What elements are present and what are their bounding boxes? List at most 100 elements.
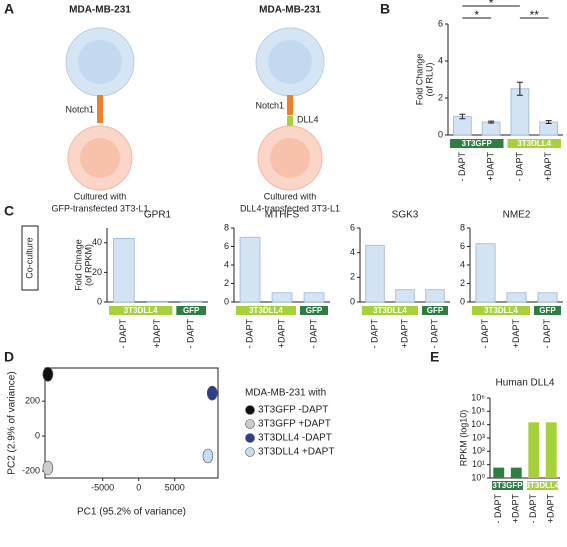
y-tick-label: 0 [97,296,102,306]
caption: Cultured with [74,191,127,201]
point [42,460,54,476]
y-tick-label: 6 [438,18,443,28]
bar [537,292,558,303]
group-label: GFP [306,306,323,315]
bar [528,422,540,478]
group-label: 3T3DLL4 [484,306,518,315]
chart-title: GPR1 [144,210,172,221]
nucleus [270,138,310,178]
x-tick-label: - DAPT [186,319,196,349]
y-axis-label: PC2 (2.9% of variance) [7,371,18,474]
y-tick-label: 4 [224,259,229,269]
legend-marker [245,419,255,429]
x-tick-label: +DAPT [546,494,556,524]
receptor-label: Notch1 [65,104,94,114]
group-box [176,306,206,315]
bar [493,467,505,478]
x-tick-label: - DAPT [514,152,524,182]
group-label: 3T3DLL4 [373,306,407,315]
nucleus [268,40,312,84]
group-label: GFP [427,306,444,315]
y-axis-label: Fold Change [414,54,424,106]
chart-title: MTHFS [265,210,300,221]
caption: GFP-transfected 3T3-L1 [51,203,148,213]
side-label: Co-culture [24,237,34,279]
group-box [422,306,448,315]
panel-label: B [380,1,390,17]
x-tick-label: - DAPT [244,319,254,349]
legend-label: 3T3GFP +DAPT [258,419,331,430]
y-axis-label: Fold Chnage [73,239,83,291]
y-tick-label: 0 [438,129,443,139]
nucleus [78,40,122,84]
legend-marker [245,433,255,443]
chart-title: SGK3 [392,210,419,221]
ligand-label: DLL4 [297,114,319,124]
y-tick-label: 4 [350,247,355,257]
group-label: GFP [183,306,200,315]
group-label: GFP [539,306,556,315]
y-tick-label: 2 [224,278,229,288]
x-tick-label: 5000 [165,482,185,492]
y-axis-label: RPKM (log10) [458,410,468,467]
y-tick-label: 40 [92,237,102,247]
legend-marker [245,447,255,457]
panel-label: D [4,349,14,365]
point [42,366,54,382]
y-tick-label: 8 [460,222,465,232]
panel-label: A [4,1,14,17]
group-box [492,481,523,490]
y-tick-label: 0 [35,430,40,440]
dll4 [287,116,293,128]
bar [510,467,522,478]
y-tick-label: 10⁶ [471,392,485,402]
bar [303,292,325,303]
bar [545,422,557,478]
y-tick-label: 6 [460,241,465,251]
group-box [109,306,173,315]
y-tick-label: 2 [438,92,443,102]
y-tick-label: 10³ [472,432,485,442]
chart-title: NME2 [503,210,531,221]
receptor-label: Notch1 [255,100,284,110]
x-tick-label: - DAPT [429,319,439,349]
x-tick-label: +DAPT [543,152,553,182]
x-tick-label: 0 [136,482,141,492]
y-tick-label: 2 [460,278,465,288]
x-tick-label: +DAPT [486,152,496,182]
chart-title: Human DLL4 [496,378,555,389]
group-label: 3T3DLL4 [249,306,283,315]
x-tick-label: +DAPT [152,319,162,349]
group-box [236,306,296,315]
y-tick-label: 10⁵ [471,406,485,416]
x-tick-label: - DAPT [457,152,467,182]
y-tick-label: 10⁰ [471,472,485,482]
x-tick-label: +DAPT [511,319,521,349]
y-tick-label: 0 [350,296,355,306]
cell-title: MDA-MB-231 [259,5,321,16]
cell-title: MDA-MB-231 [69,5,131,16]
y-tick-label: 8 [224,222,229,232]
bar [112,237,135,303]
group-label: 3T3GFP [462,139,493,148]
group-label: 3T3GFP [492,481,523,490]
error-bar [488,120,495,124]
x-tick-label: - DAPT [308,319,318,349]
x-tick-label: - DAPT [542,319,552,349]
bar [146,300,169,303]
bar [180,300,203,303]
group-box [362,306,418,315]
y-tick-label: 4 [460,259,465,269]
y-axis-label: (of RLU) [424,62,434,96]
legend-label: 3T3GFP -DAPT [258,405,328,416]
y-tick-label: 10² [472,446,485,456]
nucleus [80,138,120,178]
group-box [450,139,504,148]
bar [365,244,385,303]
y-axis-label: (of RPKM) [83,244,93,286]
bar [239,236,261,303]
panel-label: E [430,349,439,365]
y-tick-label: 0 [460,296,465,306]
y-tick-label: 200 [25,396,40,406]
